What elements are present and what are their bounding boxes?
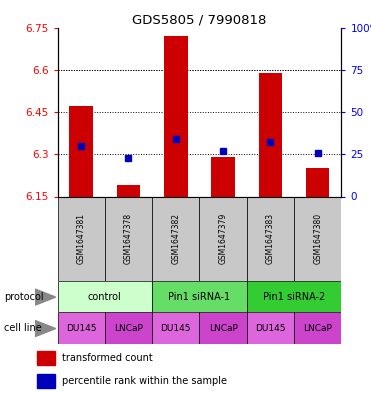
Title: GDS5805 / 7990818: GDS5805 / 7990818 [132,13,267,26]
Bar [200,312,247,344]
Text: percentile rank within the sample: percentile rank within the sample [62,376,227,386]
Bar [36,351,55,365]
Text: GSM1647383: GSM1647383 [266,213,275,264]
Bar [152,312,200,344]
Bar [152,196,200,281]
Bar [247,281,341,312]
Text: DU145: DU145 [255,324,286,332]
Bar [247,312,294,344]
Bar [200,196,247,281]
Bar [58,196,105,281]
Text: DU145: DU145 [66,324,96,332]
Bar [306,168,329,196]
Text: protocol: protocol [4,292,43,302]
Text: GSM1647380: GSM1647380 [313,213,322,264]
Text: transformed count: transformed count [62,353,153,363]
Bar [69,107,93,196]
Text: Pin1 siRNA-1: Pin1 siRNA-1 [168,292,230,302]
Text: GSM1647378: GSM1647378 [124,213,133,264]
Bar [211,157,235,196]
Bar [105,196,152,281]
Text: LNCaP: LNCaP [209,324,237,332]
Polygon shape [35,289,56,305]
Polygon shape [35,321,56,336]
Bar [164,36,188,197]
Text: GSM1647379: GSM1647379 [219,213,227,264]
Text: GSM1647381: GSM1647381 [77,213,86,264]
Bar [36,374,55,388]
Text: DU145: DU145 [161,324,191,332]
Bar [152,281,247,312]
Bar [294,312,341,344]
Bar [259,73,282,196]
Text: LNCaP: LNCaP [114,324,143,332]
Bar [247,196,294,281]
Bar [116,185,140,196]
Bar [105,312,152,344]
Bar [294,196,341,281]
Bar [58,281,152,312]
Text: LNCaP: LNCaP [303,324,332,332]
Text: control: control [88,292,122,302]
Bar [58,312,105,344]
Text: GSM1647382: GSM1647382 [171,213,180,264]
Text: cell line: cell line [4,323,42,333]
Text: Pin1 siRNA-2: Pin1 siRNA-2 [263,292,325,302]
